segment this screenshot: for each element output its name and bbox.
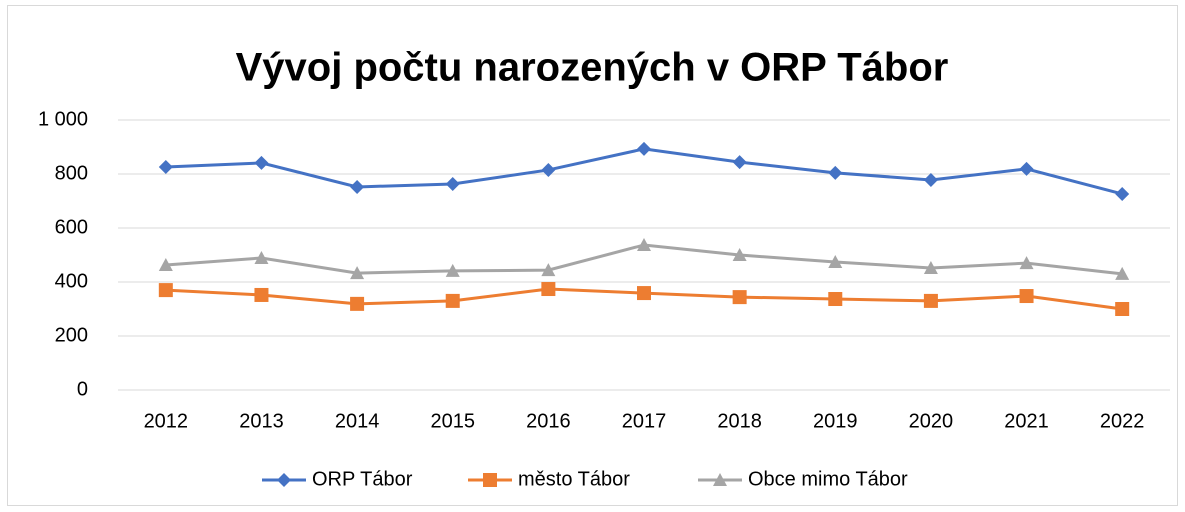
data-point <box>254 250 269 264</box>
data-point <box>541 282 556 297</box>
data-point <box>541 263 556 277</box>
chart-title: Vývoj počtu narozených v ORP Tábor <box>236 46 949 90</box>
y-tick-label: 1 000 <box>38 108 88 130</box>
data-point <box>1115 266 1130 280</box>
data-point <box>445 293 460 308</box>
x-tick-label: 2018 <box>717 410 762 432</box>
data-point <box>732 248 747 261</box>
x-tick-label: 2017 <box>622 410 667 432</box>
data-point <box>158 159 173 174</box>
legend-marker <box>277 473 291 487</box>
data-point <box>350 266 365 280</box>
data-point <box>1019 256 1034 270</box>
data-point <box>541 162 556 177</box>
legend-label: Obce mimo Tábor <box>748 468 908 490</box>
x-tick-label: 2019 <box>813 410 858 432</box>
x-tick-label: 2013 <box>239 410 284 432</box>
data-point <box>923 260 938 274</box>
data-point <box>828 165 843 180</box>
data-point <box>637 286 651 301</box>
y-tick-label: 400 <box>55 270 88 292</box>
data-point <box>1019 161 1034 176</box>
data-point <box>923 172 938 187</box>
legend-label: město Tábor <box>518 468 630 490</box>
y-tick-label: 200 <box>55 324 88 346</box>
chart-border <box>7 5 1178 506</box>
data-point <box>350 296 365 311</box>
data-point <box>158 283 173 298</box>
data-point <box>1115 186 1130 201</box>
data-point <box>637 141 651 156</box>
x-tick-label: 2022 <box>1100 410 1145 432</box>
data-point <box>923 293 938 308</box>
x-tick-label: 2020 <box>909 410 954 432</box>
x-tick-label: 2021 <box>1004 410 1049 432</box>
data-point <box>828 255 843 269</box>
y-tick-label: 800 <box>55 162 88 184</box>
data-point <box>445 263 460 277</box>
data-point <box>254 155 269 170</box>
data-point <box>637 238 651 252</box>
legend-marker <box>483 473 497 487</box>
data-point <box>350 179 365 194</box>
x-tick-label: 2012 <box>144 410 189 432</box>
data-point <box>158 257 173 271</box>
y-tick-label: 600 <box>55 216 88 238</box>
data-point <box>1115 302 1130 316</box>
legend-marker <box>713 473 727 486</box>
data-point <box>254 287 269 302</box>
x-tick-label: 2015 <box>430 410 475 432</box>
data-point <box>732 290 747 305</box>
legend-label: ORP Tábor <box>312 468 413 490</box>
x-tick-label: 2014 <box>335 410 380 432</box>
data-point <box>828 292 843 307</box>
y-tick-label: 0 <box>77 378 88 400</box>
x-tick-label: 2016 <box>526 410 571 432</box>
data-point <box>1019 289 1034 304</box>
data-point <box>732 155 747 170</box>
data-point <box>445 176 460 191</box>
